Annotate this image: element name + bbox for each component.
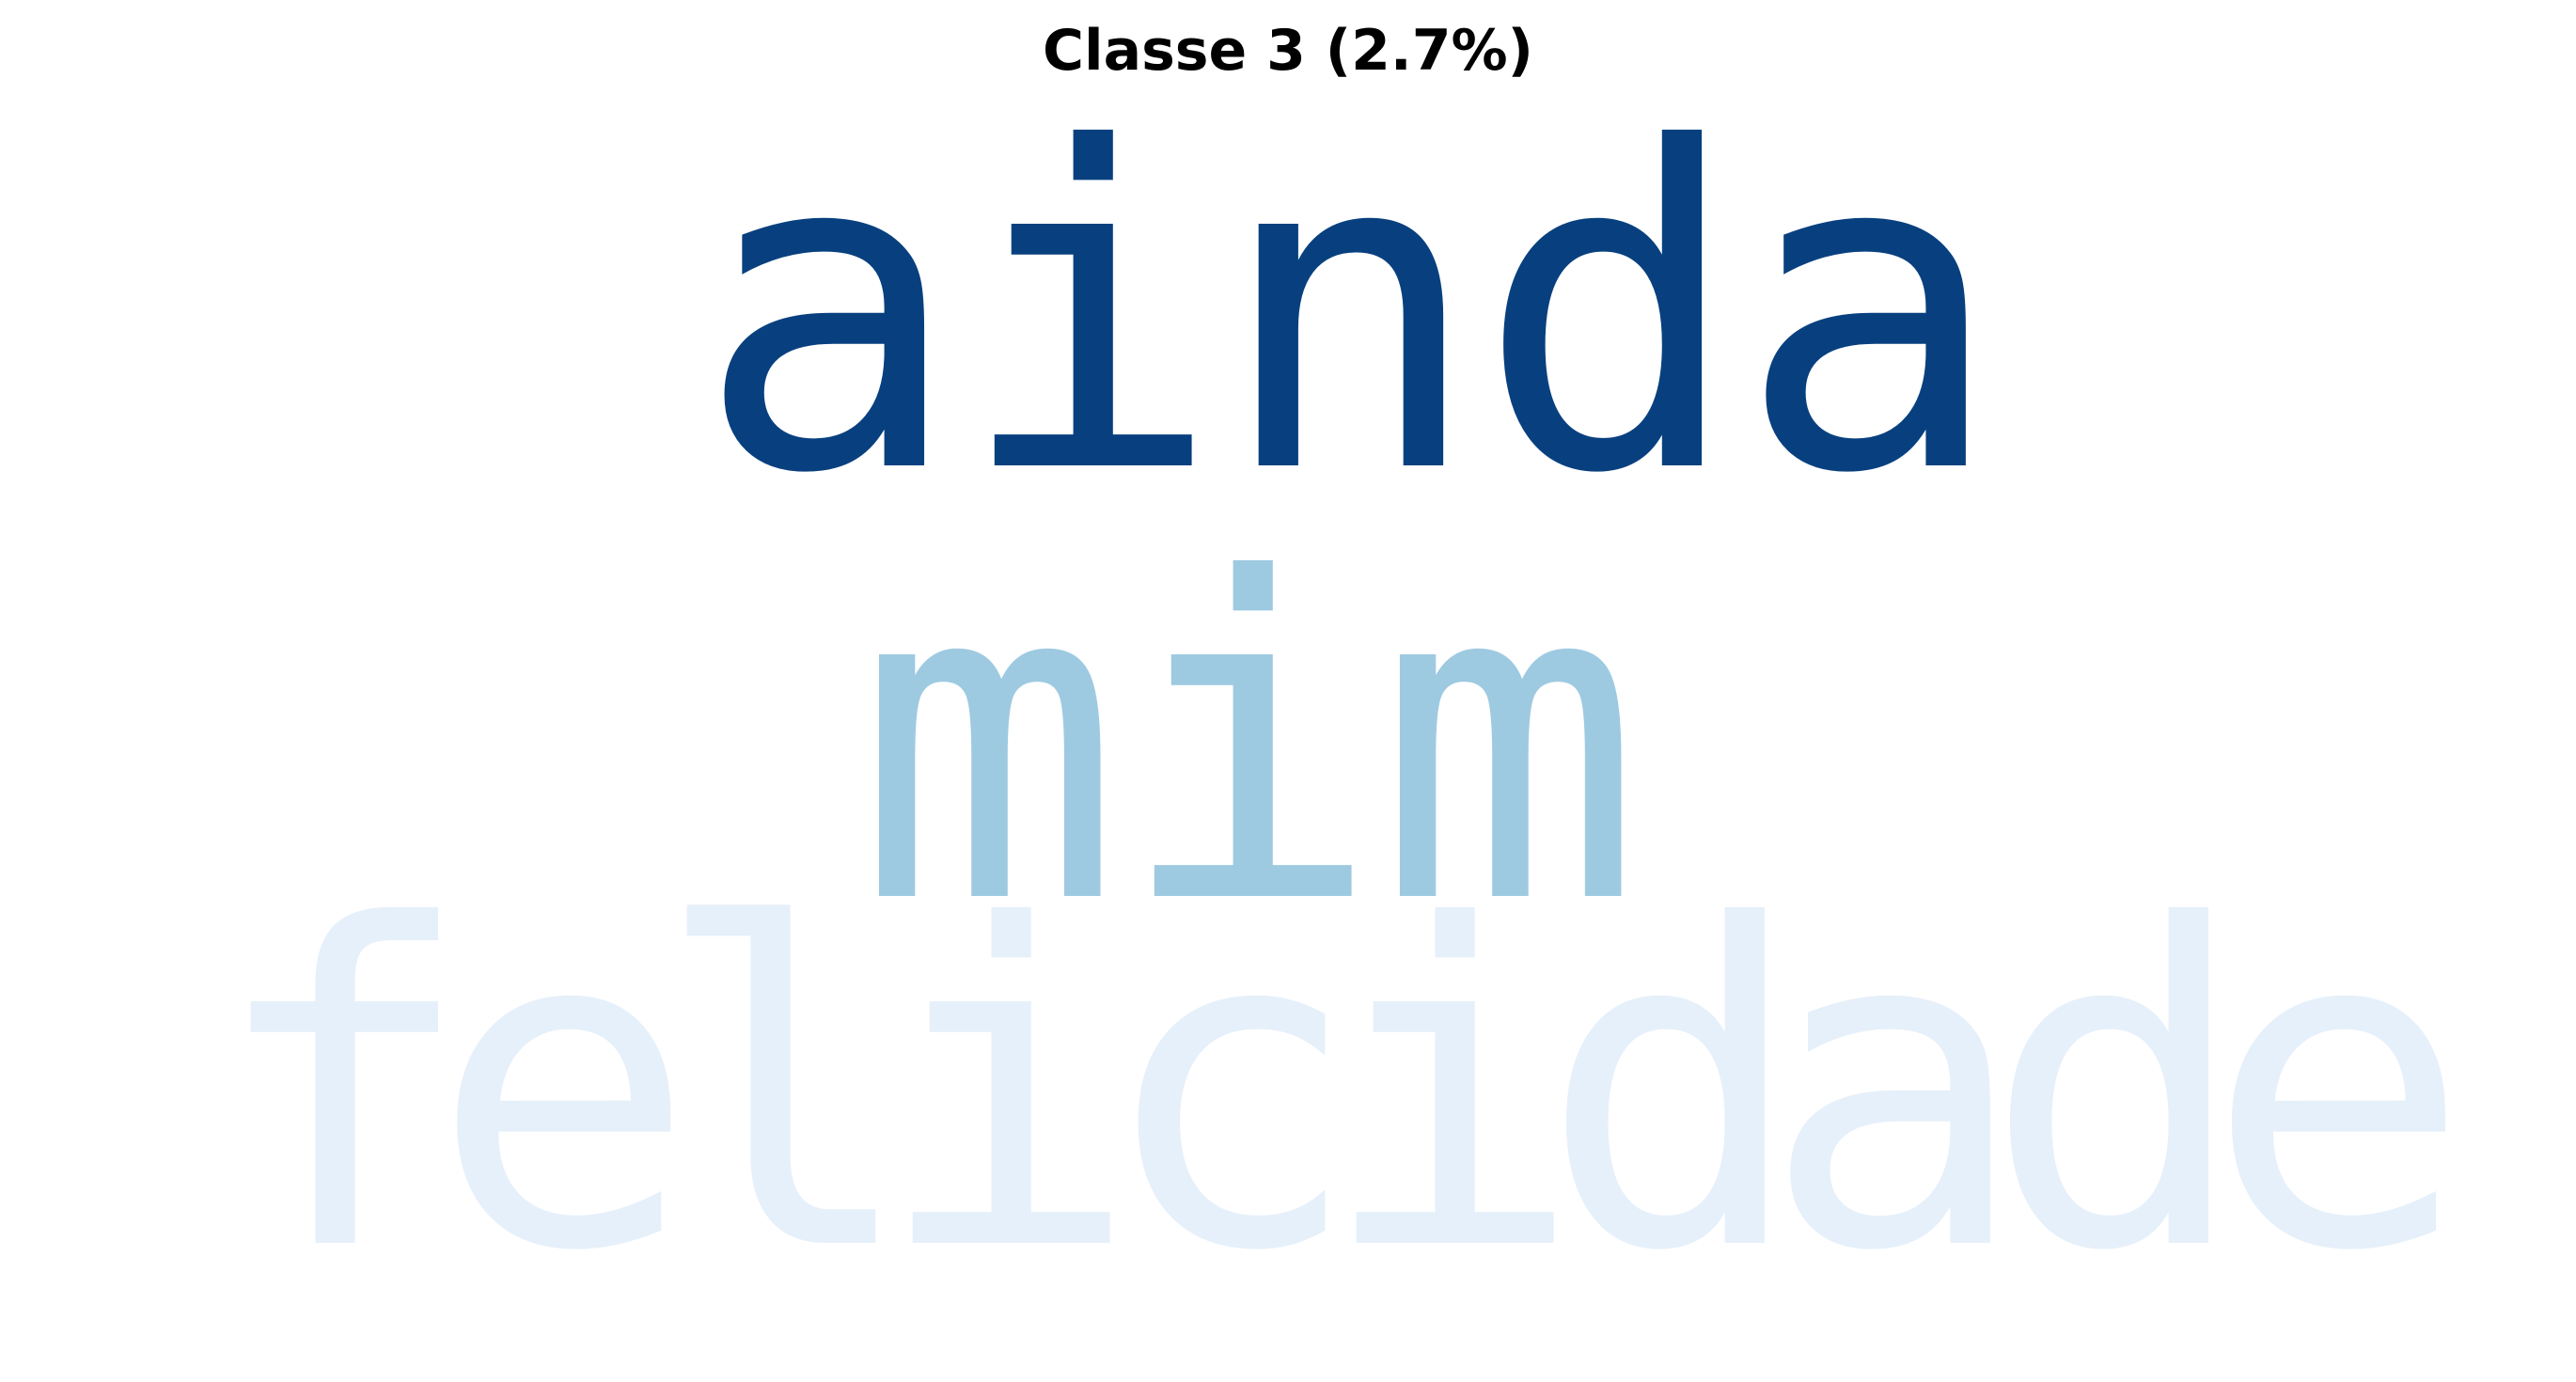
- word-mim: mim: [856, 486, 1642, 1000]
- word-ainda: ainda: [696, 55, 2003, 570]
- figure-title: Classe 3 (2.7%): [1043, 18, 1533, 84]
- word-felicidade: felicidade: [209, 833, 2472, 1347]
